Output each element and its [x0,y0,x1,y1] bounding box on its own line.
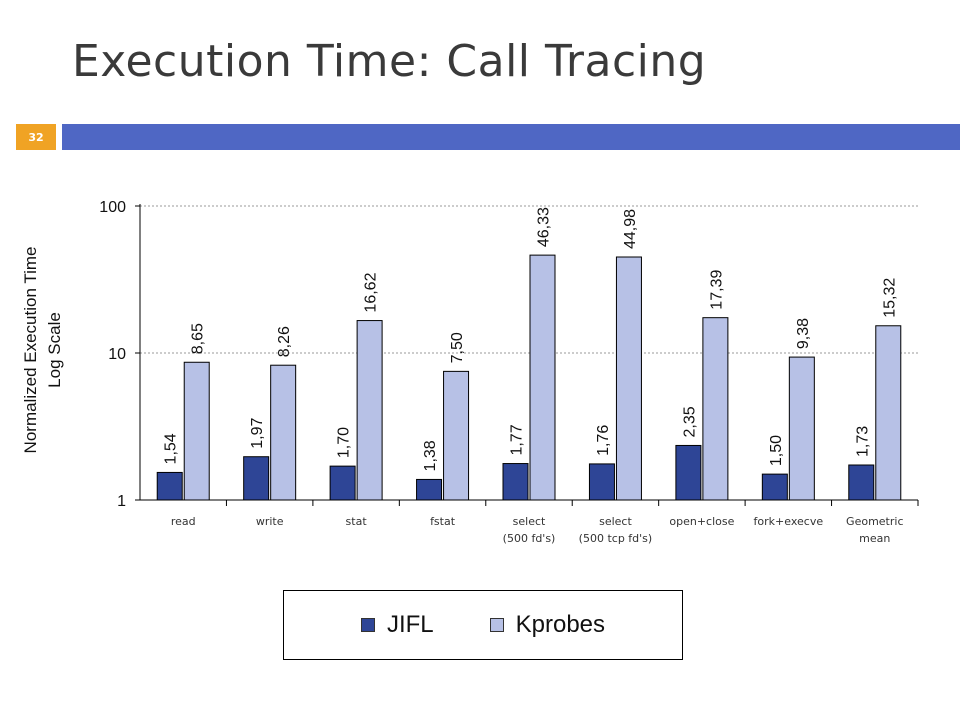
x-tick-label: read [171,515,196,528]
bar-jifl [156,471,183,501]
data-label: 1,73 [854,426,871,457]
bar-kprobes [875,325,902,501]
bar-jifl [416,478,443,501]
bar-kprobes [270,364,297,501]
data-label: 7,50 [449,332,466,363]
x-tick-label: (500 tcp fd's) [579,532,653,545]
data-label: 16,62 [363,272,380,312]
x-tick-label: write [256,515,284,528]
y-tick-label: 10 [108,346,126,363]
legend-swatch-jifl [360,618,375,632]
bar-kprobes [702,317,729,501]
data-label: 1,50 [768,435,785,466]
data-label: 8,26 [276,326,293,357]
bar-jifl [588,463,615,501]
bar-kprobes [529,254,556,501]
legend-item-kprobes: Kprobes [489,611,606,639]
data-label: 1,70 [336,427,353,458]
bar-jifl [329,465,356,501]
slide-title: Execution Time: Call Tracing [72,36,707,87]
legend-label-kprobes: Kprobes [515,611,606,638]
data-label: 2,35 [681,406,698,437]
data-label: 46,33 [536,207,553,247]
x-tick-label: select [513,515,546,528]
y-tick-label: 1 [117,493,126,510]
chart-legend: JIFL Kprobes [283,590,683,660]
bar-jifl [761,473,788,501]
x-tick-label: stat [346,515,368,528]
data-label: 8,65 [190,323,207,354]
bar-kprobes [615,256,642,501]
data-label: 1,77 [509,424,526,455]
bar-kprobes [443,370,470,501]
data-label: 1,38 [422,440,439,471]
legend-item-jifl: JIFL [360,611,434,639]
legend-label-jifl: JIFL [386,611,434,638]
legend-swatch-kprobes [489,618,504,632]
bar-kprobes [356,320,383,501]
bar-jifl [848,464,875,501]
data-label: 1,76 [595,425,612,456]
y-axis-title: Normalized Execution Time [21,247,40,454]
x-tick-label: fork+execve [754,515,824,528]
page-number: 32 [16,124,56,150]
title-accent-bar [62,124,960,150]
bar-jifl [502,463,529,501]
data-label: 1,97 [249,417,266,448]
x-tick-label: open+close [669,515,734,528]
bar-kprobes [788,356,815,501]
data-label: 44,98 [622,209,639,249]
bar-jifl [675,444,702,501]
data-label: 1,54 [163,433,180,464]
bar-kprobes [183,361,210,501]
x-tick-label: mean [859,532,890,545]
data-label: 9,38 [795,318,812,349]
x-tick-label: select [599,515,632,528]
x-tick-label: Geometric [846,515,903,528]
data-label: 17,39 [708,270,725,310]
data-label: 15,32 [881,278,898,318]
x-tick-label: fstat [430,515,456,528]
x-tick-label: (500 fd's) [503,532,556,545]
bar-jifl [243,456,270,501]
y-tick-label: 100 [99,199,126,216]
y-axis-title: Log Scale [45,312,64,388]
